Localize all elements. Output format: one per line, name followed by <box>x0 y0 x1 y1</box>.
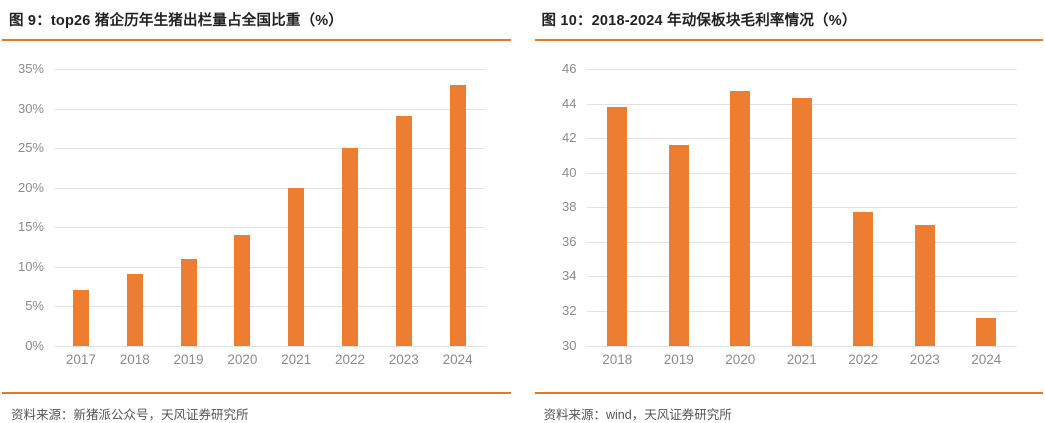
y-tick-label: 15% <box>17 219 44 235</box>
gridline <box>54 345 485 347</box>
figure-10-chart: 46 44 42 40 38 36 34 32 30 <box>535 62 1044 353</box>
figure-10-panel: 图 10：2018-2024 年动保板块毛利率情况（%） 46 44 42 40 38 3… <box>534 5 1044 423</box>
y-tick-label: 20% <box>17 179 44 195</box>
bar <box>395 116 412 346</box>
bar <box>976 317 997 346</box>
gridline <box>54 69 485 70</box>
bar-slot <box>431 69 485 346</box>
bar-slot <box>894 69 956 346</box>
y-tick-label: 42 <box>562 130 577 146</box>
bar-series <box>54 69 485 346</box>
x-axis: 2017 2018 2019 2020 2021 2022 2023 2024 <box>54 346 485 373</box>
y-tick-label: 44 <box>562 95 577 111</box>
bar-slot <box>54 69 108 346</box>
bar <box>791 98 812 346</box>
bar-slot <box>833 69 895 346</box>
plot-area <box>54 69 485 347</box>
figure-9-bottom-rule <box>2 392 511 394</box>
figure-9-chart: 35% 30% 25% 20% 15% 10% 5% 0% <box>2 62 511 353</box>
figure-9-title: 图 9：top26 猪企历年生猪出栏量占全国比重（%） <box>2 5 511 41</box>
figure-10-title: 图 10：2018-2024 年动保板块毛利率情况（%） <box>534 5 1043 41</box>
bar-slot <box>215 69 269 346</box>
x-tick-label: 2023 <box>909 351 940 367</box>
bar-slot <box>648 69 710 346</box>
x-tick-label: 2022 <box>848 351 879 367</box>
bar-slot <box>771 69 833 346</box>
y-axis: 46 44 42 40 38 36 34 32 30 <box>535 62 587 353</box>
bar-slot <box>710 69 772 346</box>
y-tick-label: 10% <box>17 258 44 274</box>
bar-slot <box>377 69 431 346</box>
bar-slot <box>587 69 649 346</box>
bar-slot <box>956 69 1018 346</box>
bar <box>607 107 628 346</box>
x-tick-label: 2018 <box>119 351 150 367</box>
bar <box>72 290 89 346</box>
figure-9-source: 资料来源：新猪派公众号，天风证券研究所 <box>11 408 249 422</box>
bar-slot <box>269 69 323 346</box>
bar <box>853 212 874 346</box>
y-tick-label: 5% <box>25 298 44 314</box>
x-tick-label: 2024 <box>442 351 473 367</box>
bar <box>668 145 689 346</box>
x-tick-label: 2023 <box>388 351 419 367</box>
gridline <box>54 187 485 189</box>
bar <box>126 274 143 346</box>
x-tick-label: 2024 <box>971 351 1002 367</box>
y-tick-label: 32 <box>562 302 577 318</box>
bar-slot <box>323 69 377 346</box>
gridline <box>54 306 485 308</box>
x-tick-label: 2019 <box>663 351 694 367</box>
x-axis: 2018 2019 2020 2021 2022 2023 2024 <box>587 346 1018 373</box>
x-tick-label: 2017 <box>65 351 96 367</box>
bar <box>341 148 358 346</box>
y-tick-label: 30% <box>17 100 44 116</box>
x-tick-label: 2021 <box>281 351 312 367</box>
y-tick-label: 0% <box>25 337 44 353</box>
bar-slot <box>162 69 216 346</box>
bar <box>730 91 751 346</box>
figure-10-bottom-rule <box>534 392 1043 394</box>
bar <box>234 234 251 346</box>
bar-series <box>587 69 1018 346</box>
x-tick-label: 2020 <box>227 351 258 367</box>
plot-area <box>586 69 1018 347</box>
gridline <box>54 108 485 110</box>
bar <box>914 224 935 346</box>
x-tick-label: 2018 <box>602 351 633 367</box>
y-axis: 35% 30% 25% 20% 15% 10% 5% 0% <box>2 62 54 353</box>
y-tick-label: 46 <box>562 61 577 76</box>
y-tick-label: 36 <box>562 233 577 249</box>
bar <box>449 84 466 346</box>
gridline <box>54 266 485 268</box>
y-tick-label: 25% <box>17 140 44 155</box>
x-tick-label: 2020 <box>725 351 756 367</box>
gridline <box>586 345 1017 347</box>
gridline <box>586 69 1017 70</box>
x-tick-label: 2022 <box>334 351 365 367</box>
y-tick-label: 40 <box>562 164 577 180</box>
y-tick-label: 34 <box>562 268 577 284</box>
gridline <box>54 148 485 149</box>
x-tick-label: 2021 <box>786 351 817 367</box>
bar <box>180 258 197 346</box>
y-tick-label: 35% <box>17 61 44 76</box>
y-tick-label: 30 <box>562 337 577 353</box>
gridline <box>54 227 485 229</box>
figure-10-source: 资料来源：wind，天风证券研究所 <box>543 408 732 422</box>
figure-9-panel: 图 9：top26 猪企历年生猪出栏量占全国比重（%） 35% 30% 25% 20%… <box>2 5 511 423</box>
y-tick-label: 38 <box>562 199 577 215</box>
x-tick-label: 2019 <box>173 351 204 367</box>
bar-slot <box>108 69 162 346</box>
bar <box>288 187 305 346</box>
